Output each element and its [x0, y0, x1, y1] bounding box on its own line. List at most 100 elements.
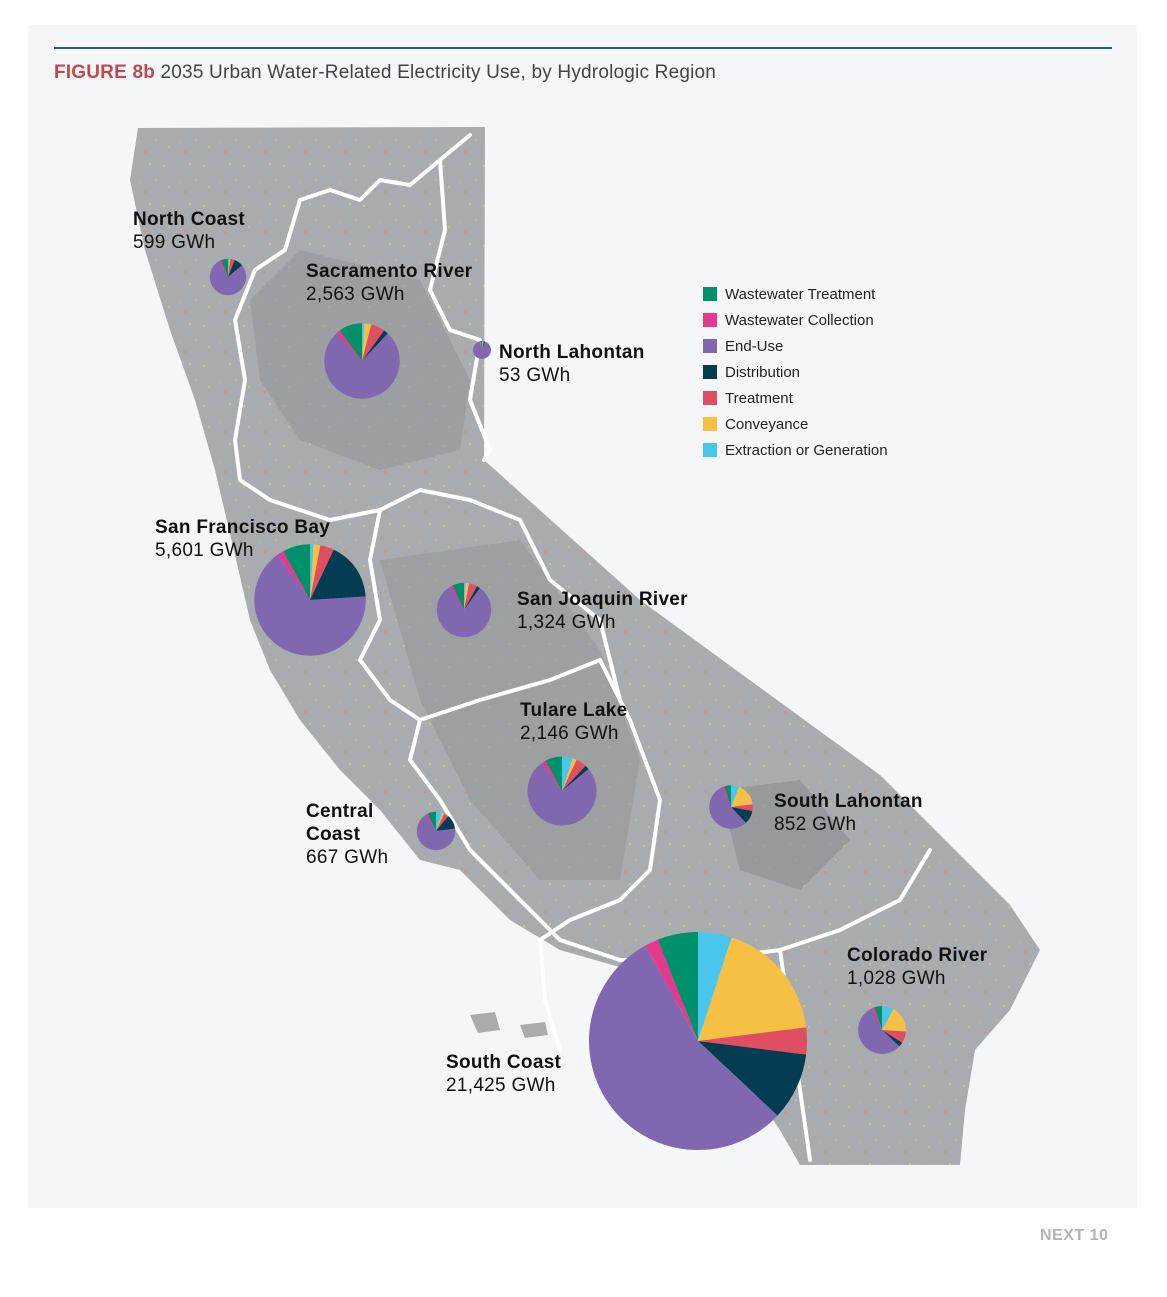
- pie-slice-wastewater-treatment: [283, 544, 310, 600]
- region-name-central-coast: Central Coast: [306, 801, 379, 845]
- pie-slice-extraction-or-generation: [731, 785, 740, 807]
- region-total-colorado-river: 1,028 GWh: [847, 968, 946, 989]
- pie-slice-distribution: [562, 765, 589, 791]
- legend-label: Conveyance: [725, 415, 809, 433]
- pie-charts: [209, 258, 906, 1150]
- region-total-sacramento-river: 2,563 GWh: [306, 284, 405, 305]
- pie-slice-treatment: [310, 545, 334, 600]
- pie-slice-conveyance: [228, 258, 231, 277]
- legend-label: Wastewater Collection: [725, 311, 874, 329]
- pie-slice-extraction-or-generation: [362, 323, 365, 361]
- pie-north-coast: [209, 258, 247, 296]
- pie-slice-extraction-or-generation: [436, 811, 442, 831]
- legend-swatch: [703, 417, 717, 431]
- legend: Wastewater Treatment Wastewater Collecti…: [703, 281, 888, 463]
- region-total-tulare-lake: 2,146 GWh: [520, 723, 619, 744]
- title-rule: [54, 47, 1112, 49]
- pie-slice-wastewater-treatment: [480, 341, 482, 350]
- pie-slice-extraction-or-generation: [562, 756, 573, 791]
- legend-swatch: [703, 365, 717, 379]
- pie-slice-extraction-or-generation: [482, 341, 483, 350]
- pie-slice-wastewater-treatment: [427, 811, 436, 831]
- pie-slice-wastewater-treatment: [339, 323, 362, 361]
- legend-label: Treatment: [725, 389, 793, 407]
- region-name-south-lahontan: South Lahontan: [774, 791, 923, 812]
- legend-item-treatment: Treatment: [703, 385, 888, 411]
- region-total-central-coast: 667 GWh: [306, 847, 388, 868]
- pie-slice-extraction-or-generation: [698, 932, 732, 1041]
- pie-slice-distribution: [436, 816, 456, 831]
- pie-slice-end-use: [527, 763, 597, 826]
- pie-slice-treatment: [698, 1027, 807, 1055]
- pie-slice-conveyance: [562, 758, 577, 791]
- region-name-central-coast-line1: Central: [306, 801, 374, 822]
- footer-brand: NEXT 10: [1040, 1227, 1109, 1244]
- legend-swatch: [703, 443, 717, 457]
- pie-slice-treatment: [228, 258, 235, 277]
- pie-slice-end-use: [472, 341, 491, 359]
- region-total-san-joaquin-river: 1,324 GWh: [517, 612, 616, 633]
- legend-item-wastewater-collection: Wastewater Collection: [703, 307, 888, 333]
- pie-slice-conveyance: [882, 1009, 906, 1032]
- pie-slice-wastewater-collection: [277, 551, 310, 600]
- pie-slice-end-use: [324, 333, 400, 399]
- pie-san-joaquin-river: [436, 582, 492, 638]
- legend-item-distribution: Distribution: [703, 359, 888, 385]
- figure-title: FIGURE 8b 2035 Urban Water-Related Elect…: [54, 62, 716, 84]
- pie-south-lahontan: [709, 785, 753, 829]
- pie-slice-treatment: [362, 324, 385, 361]
- pie-slice-extraction-or-generation: [882, 1006, 894, 1030]
- pie-slice-end-use: [209, 261, 247, 296]
- pie-slice-end-use: [858, 1008, 900, 1054]
- pie-slice-conveyance: [482, 341, 484, 350]
- legend-item-wastewater-treatment: Wastewater Treatment: [703, 281, 888, 307]
- pie-slice-conveyance: [464, 582, 470, 610]
- pie-slice-conveyance: [362, 323, 372, 361]
- pie-slice-distribution: [228, 260, 243, 277]
- pie-slice-treatment: [436, 813, 449, 831]
- region-boundaries: [233, 133, 932, 1162]
- pie-slice-treatment: [482, 341, 485, 350]
- pie-slice-treatment: [882, 1030, 906, 1043]
- pie-slice-treatment: [464, 583, 478, 610]
- pie-slice-wastewater-collection: [219, 260, 228, 277]
- pie-slice-conveyance: [436, 812, 445, 831]
- region-name-tulare-lake: Tulare Lake: [520, 700, 628, 721]
- region-name-sacramento-river: Sacramento River: [306, 261, 473, 282]
- region-name-north-lahontan: North Lahontan: [499, 342, 645, 363]
- pie-slice-wastewater-treatment: [657, 932, 698, 1041]
- pie-slice-extraction-or-generation: [228, 258, 230, 277]
- legend-label: Distribution: [725, 363, 801, 381]
- region-total-south-coast: 21,425 GWh: [446, 1075, 556, 1096]
- legend-label: End-Use: [725, 337, 784, 355]
- region-name-south-coast: South Coast: [446, 1052, 562, 1073]
- pie-slice-distribution: [482, 341, 486, 350]
- legend-swatch: [703, 287, 717, 301]
- region-total-north-lahontan: 53 GWh: [499, 365, 571, 386]
- region-total-north-coast: 599 GWh: [133, 232, 215, 253]
- pie-slice-treatment: [562, 759, 586, 791]
- pie-slice-wastewater-collection: [449, 585, 464, 610]
- pie-tulare-lake: [527, 756, 597, 826]
- legend-item-end-use: End-Use: [703, 333, 888, 359]
- region-name-north-coast: North Coast: [133, 209, 245, 230]
- pie-colorado-river: [858, 1006, 906, 1054]
- pie-slice-distribution: [731, 807, 753, 823]
- pie-slice-end-use: [709, 787, 746, 829]
- pie-slice-wastewater-treatment: [221, 258, 228, 277]
- pie-san-francisco-bay: [254, 544, 366, 656]
- legend-swatch: [703, 391, 717, 405]
- region-total-san-francisco-bay: 5,601 GWh: [155, 540, 254, 561]
- region-name-central-coast-line2: Coast: [306, 824, 361, 845]
- pie-slice-end-use: [436, 587, 492, 638]
- pie-slice-wastewater-collection: [721, 786, 731, 807]
- pie-slice-conveyance: [310, 544, 321, 600]
- pie-sacramento-river: [324, 323, 400, 399]
- pie-slice-wastewater-collection: [645, 939, 698, 1041]
- pie-slice-extraction-or-generation: [464, 582, 466, 610]
- pie-slice-wastewater-treatment: [452, 582, 464, 610]
- pie-north-lahontan: [472, 341, 491, 359]
- legend-label: Wastewater Treatment: [725, 285, 876, 303]
- legend-item-extraction-or-generation: Extraction or Generation: [703, 437, 888, 463]
- legend-item-conveyance: Conveyance: [703, 411, 888, 437]
